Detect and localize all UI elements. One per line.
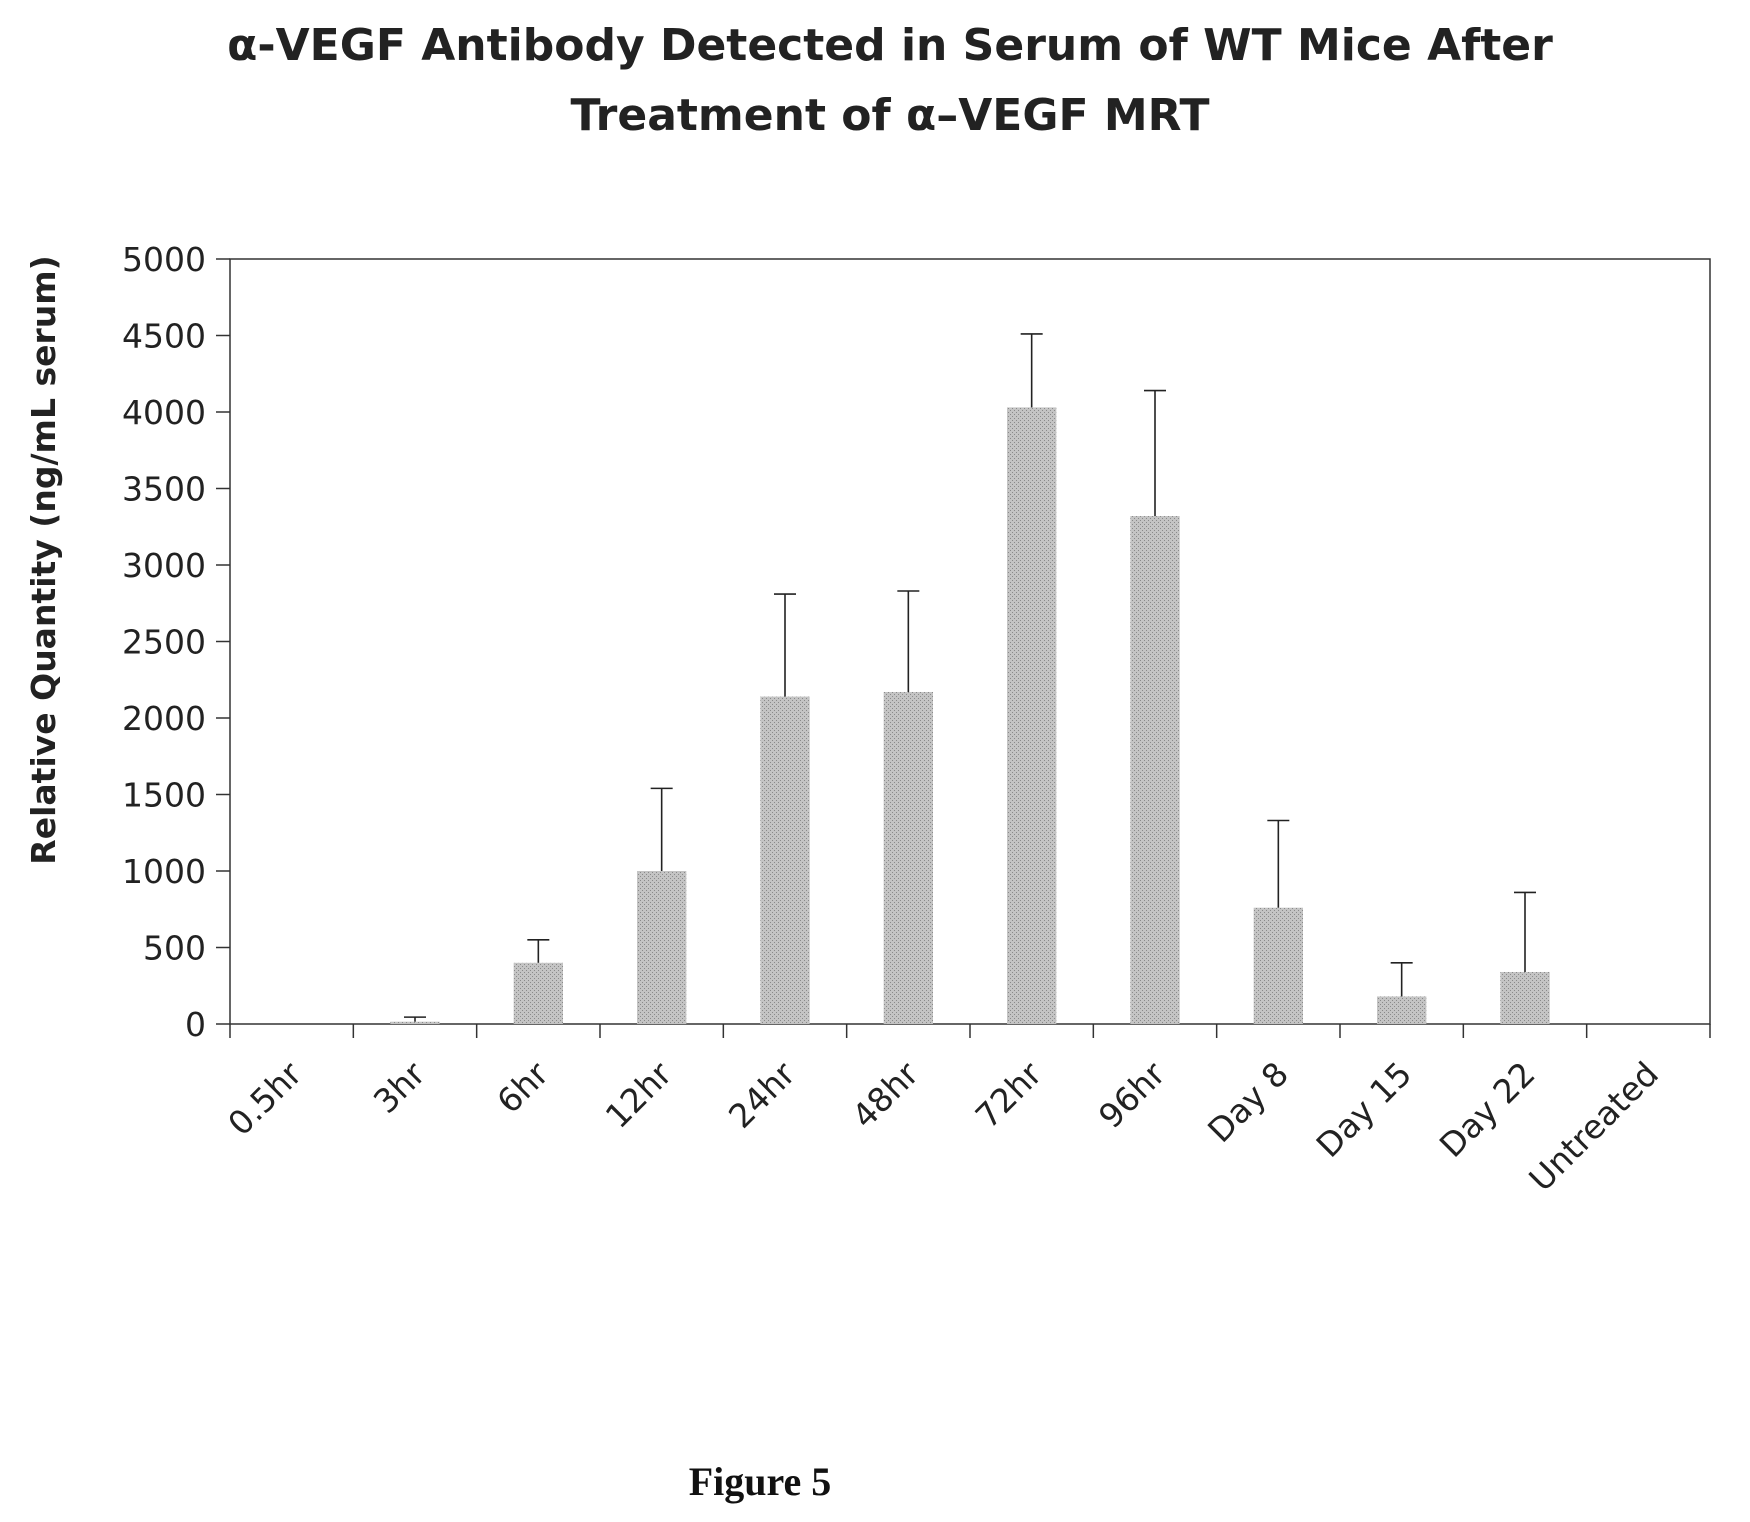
x-tick-label: Day 22 xyxy=(1432,1054,1543,1165)
y-tick-label: 2500 xyxy=(122,623,206,662)
x-tick-label: 24hr xyxy=(721,1054,803,1136)
y-tick-label: 3000 xyxy=(122,546,206,585)
bar xyxy=(760,696,810,1024)
chart-title-line-2: Treatment of α–VEGF MRT xyxy=(570,90,1209,141)
y-tick-label: 0 xyxy=(185,1005,206,1044)
x-axis: 0.5hr 3hr 6hr 12hr 24hr 48hr 72hr 96hr Day 8 Day … xyxy=(220,1024,1711,1199)
plot-frame xyxy=(229,258,1711,1025)
bar xyxy=(1007,407,1057,1024)
y-tick-label: 1000 xyxy=(122,852,206,891)
bar xyxy=(883,691,933,1024)
x-tick-label: 6hr xyxy=(489,1054,556,1121)
x-tick-label: 12hr xyxy=(598,1054,680,1136)
x-tick-label: 72hr xyxy=(968,1054,1050,1136)
x-tick-label: 96hr xyxy=(1091,1054,1173,1136)
bar xyxy=(1500,971,1550,1024)
y-tick-label: 4500 xyxy=(122,317,206,356)
bar xyxy=(513,962,563,1024)
bar xyxy=(637,871,687,1024)
bars xyxy=(390,407,1550,1024)
x-tick-label: Day 8 xyxy=(1200,1054,1296,1150)
x-tick-label: 3hr xyxy=(366,1054,433,1121)
y-tick-label: 2000 xyxy=(122,699,206,738)
x-tick-label: Day 15 xyxy=(1309,1054,1420,1165)
chart-title-line-1: α-VEGF Antibody Detected in Serum of WT … xyxy=(227,20,1553,71)
y-tick-label: 5000 xyxy=(122,240,206,279)
bar xyxy=(1130,516,1180,1024)
y-tick-label: 3500 xyxy=(122,470,206,509)
bar xyxy=(1377,996,1427,1024)
x-tick-label: 48hr xyxy=(844,1054,926,1136)
bar xyxy=(1253,907,1303,1024)
x-tick-label: Untreated xyxy=(1521,1054,1666,1199)
figure-caption: Figure 5 xyxy=(689,1459,832,1504)
error-bars xyxy=(404,333,1536,1022)
y-axis: 0 500 1000 1500 2000 2500 3000 3500 4000 4500 5000 xyxy=(122,240,230,1044)
x-tick-label: 0.5hr xyxy=(220,1054,309,1143)
y-tick-label: 500 xyxy=(143,929,206,968)
y-tick-label: 4000 xyxy=(122,393,206,432)
y-axis-label: Relative Quantity (ng/mL serum) xyxy=(24,255,63,864)
bar xyxy=(390,1021,440,1024)
y-tick-label: 1500 xyxy=(122,776,206,815)
